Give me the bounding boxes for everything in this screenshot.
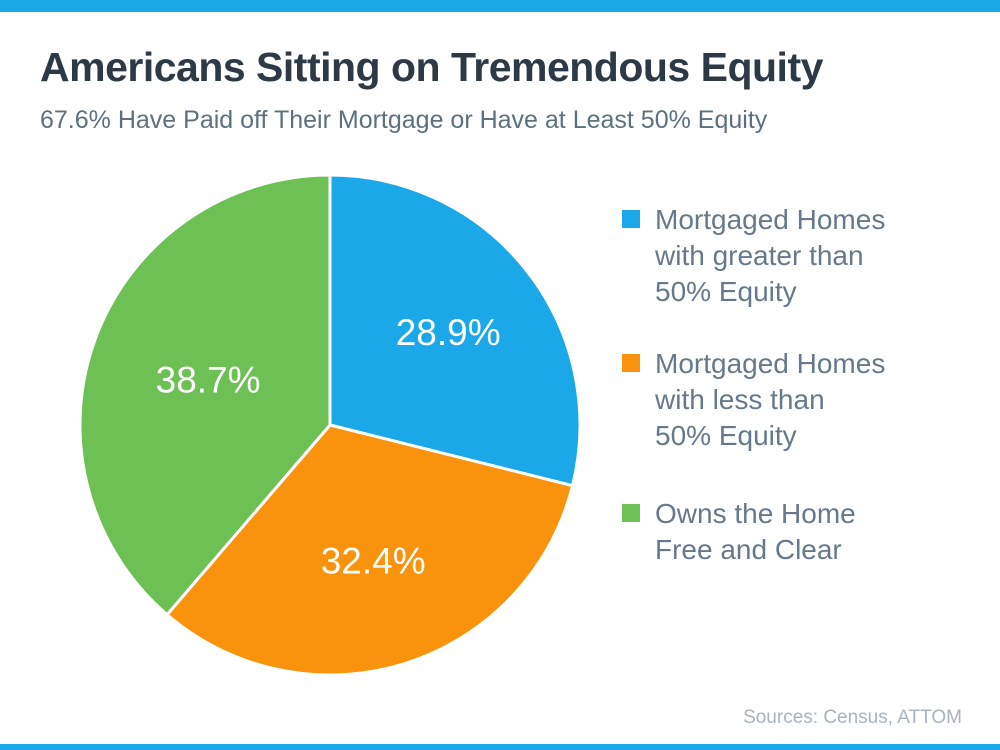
pie-slice-0 — [328, 173, 582, 488]
legend-label: Owns the Home Free and Clear — [655, 496, 856, 568]
pie-chart-svg: 28.9% 32.4% 38.7% — [78, 173, 582, 677]
legend-label-line: 50% Equity — [655, 420, 797, 451]
chart-title: Americans Sitting on Tremendous Equity — [40, 44, 823, 90]
legend-item-greater-than-50: Mortgaged Homes with greater than 50% Eq… — [622, 202, 962, 310]
legend-label-line: with less than — [655, 384, 825, 415]
legend-label-line: with greater than — [655, 240, 864, 271]
pie-slice-label-1: 32.4% — [321, 540, 426, 581]
chart-subtitle: 67.6% Have Paid off Their Mortgage or Ha… — [40, 106, 768, 134]
bottom-accent-bar — [0, 744, 1000, 750]
legend-label: Mortgaged Homes with less than 50% Equit… — [655, 346, 885, 454]
legend-item-free-and-clear: Owns the Home Free and Clear — [622, 496, 962, 568]
legend-label-line: Mortgaged Homes — [655, 348, 886, 379]
pie-slice-2 — [78, 173, 332, 617]
legend-swatch-blue — [622, 210, 640, 228]
legend-label: Mortgaged Homes with greater than 50% Eq… — [655, 202, 885, 310]
legend: Mortgaged Homes with greater than 50% Eq… — [622, 202, 962, 568]
legend-swatch-green — [622, 504, 640, 522]
legend-label-line: 50% Equity — [655, 276, 797, 307]
legend-item-less-than-50: Mortgaged Homes with less than 50% Equit… — [622, 346, 962, 454]
legend-label-line: Free and Clear — [655, 534, 842, 565]
legend-label-line: Mortgaged Homes — [655, 204, 886, 235]
pie-chart: 28.9% 32.4% 38.7% — [75, 170, 585, 680]
pie-slice-1 — [165, 423, 575, 677]
legend-label-line: Owns the Home — [655, 498, 856, 529]
top-accent-bar — [0, 0, 1000, 12]
source-attribution: Sources: Census, ATTOM — [743, 707, 962, 728]
pie-slice-label-2: 38.7% — [156, 359, 261, 400]
pie-slice-label-0: 28.9% — [396, 312, 501, 353]
legend-swatch-orange — [622, 354, 640, 372]
